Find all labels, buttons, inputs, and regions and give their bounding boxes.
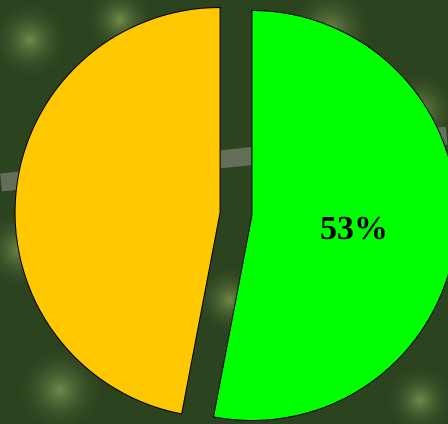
slice-label: 53% xyxy=(320,210,388,247)
pie-slice xyxy=(14,6,221,415)
pie-slice xyxy=(212,10,448,421)
